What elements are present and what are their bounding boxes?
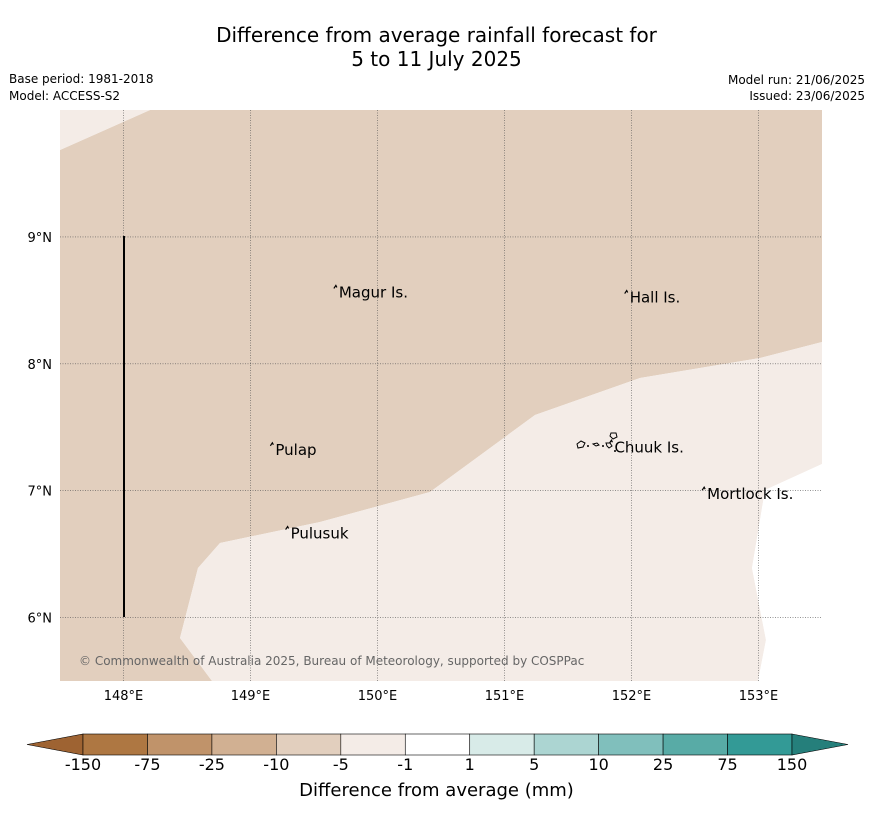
chuuk-lagoon-islets — [576, 432, 618, 452]
colorbar-tick-label: -10 — [263, 755, 290, 774]
island-outline — [285, 525, 290, 530]
colorbar-segment — [727, 733, 793, 756]
issued-label: Issued: 23/06/2025 — [749, 89, 865, 103]
copyright-notice: © Commonwealth of Australia 2025, Bureau… — [79, 654, 584, 668]
colorbar-segment — [147, 733, 213, 756]
island-outline — [608, 439, 613, 444]
colorbar-tick-label: 150 — [776, 755, 808, 774]
chuuk-islet-shape — [591, 442, 600, 447]
colorbar-segment — [211, 733, 277, 756]
island-outline — [701, 486, 706, 491]
colorbar-tick-label: -25 — [198, 755, 225, 774]
colorbar-segment — [469, 733, 535, 756]
longitude-tick-label: 149°E — [231, 689, 271, 704]
chuuk-islet-shape — [609, 432, 618, 440]
chuuk-islet-dot — [587, 445, 589, 447]
place-label: Pulap — [275, 441, 316, 459]
colorbar-tick-label: 10 — [588, 755, 609, 774]
map-title-line2: 5 to 11 July 2025 — [351, 47, 522, 71]
chuuk-islet-shape — [576, 440, 586, 449]
colorbar-low-extend — [26, 733, 84, 756]
latitude-tick-label: 7°N — [28, 485, 53, 500]
colorbar-segment — [340, 733, 406, 756]
latitude-tick-label: 9°N — [28, 231, 53, 246]
colorbar-tick-label: -75 — [134, 755, 161, 774]
average-region-east — [752, 464, 822, 681]
longitude-tick-label: 152°E — [612, 689, 652, 704]
colorbar-title: Difference from average (mm) — [299, 780, 574, 801]
colorbar-tick-label: -1 — [397, 755, 414, 774]
colorbar-high-extend — [791, 733, 849, 756]
island-outline — [333, 284, 338, 289]
longitude-tick-label: 150°E — [358, 689, 398, 704]
near-average-region — [60, 110, 150, 150]
map-axes: 148°E 149°E 150°E 151°E 152°E 153°E 6°N 7°N 8°N 9… — [28, 231, 779, 704]
colorbar-segment — [598, 733, 664, 756]
base-period-label: Base period: 1981-2018 — [9, 72, 154, 86]
near-average-region-south — [180, 342, 822, 681]
colorbar-tick-label: 5 — [529, 755, 540, 774]
place-label: Magur Is. — [339, 283, 408, 301]
chuuk-islet-dot — [602, 445, 604, 447]
colorbar-tick-label: -5 — [332, 755, 349, 774]
map-frame: Magur Is. Hall Is. Pulap Chuuk Is. Mortlock … — [60, 110, 822, 681]
place-label: Hall Is. — [630, 289, 681, 307]
chuuk-islet-dot — [614, 450, 616, 452]
island-outline — [269, 441, 274, 447]
island-outline — [624, 289, 629, 294]
colorbar-segment — [276, 733, 342, 756]
model-label: Model: ACCESS-S2 — [9, 89, 121, 103]
colorbar-segment — [662, 733, 728, 756]
place-labels: Magur Is. Hall Is. Pulap Chuuk Is. Mortlock … — [269, 283, 793, 543]
map-title-line1: Difference from average rainfall forecas… — [216, 23, 657, 47]
latitude-tick-label: 6°N — [28, 612, 53, 627]
longitude-tick-label: 151°E — [485, 689, 525, 704]
colorbar-tick-label: 25 — [652, 755, 674, 774]
place-label: Chuuk Is. — [614, 438, 683, 456]
place-label: Pulusuk — [291, 525, 349, 543]
longitude-tick-label: 153°E — [739, 689, 779, 704]
place-label: Mortlock Is. — [707, 485, 793, 503]
colorbar-tick-label: 75 — [717, 755, 738, 774]
colorbar-segment — [404, 733, 471, 756]
colorbar-segment — [82, 733, 148, 756]
longitude-tick-label: 148°E — [104, 689, 144, 704]
colorbar — [26, 733, 849, 756]
model-run-label: Model run: 21/06/2025 — [727, 73, 865, 87]
colorbar-tick-label: 1 — [464, 755, 475, 774]
colorbar-segment — [533, 733, 599, 756]
latitude-tick-label: 8°N — [28, 358, 53, 373]
colorbar-tick-label: -150 — [64, 755, 102, 774]
